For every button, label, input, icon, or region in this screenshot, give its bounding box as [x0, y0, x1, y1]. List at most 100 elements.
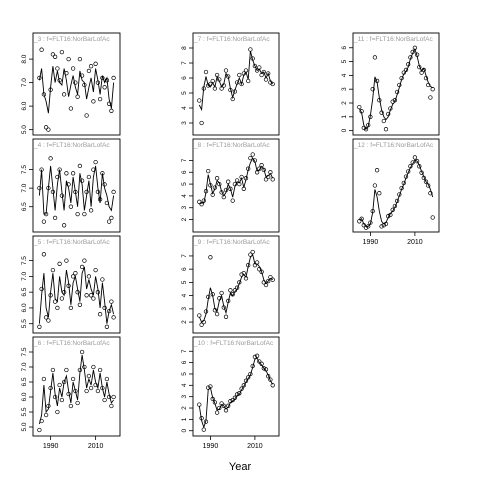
- panel-strip-label: _6 : f=FLT16:NorBarLofAc: [33, 340, 110, 347]
- observation-point: [201, 198, 206, 203]
- y-tick-label: 6: [181, 267, 188, 271]
- y-tick-label: 7.0: [21, 271, 28, 280]
- observation-point: [234, 80, 240, 85]
- y-tick-label: 1: [181, 417, 188, 421]
- observation-point: [270, 81, 275, 87]
- y-tick-label: 7.0: [21, 183, 28, 192]
- panel-4: _6 : f=FLT16:NorBarLofAc 5.0 5.5 6.0 6.5 7.0 7…: [21, 336, 121, 450]
- observation-point: [57, 78, 62, 83]
- panel-strip-label: _8 : f=FLT16:NorBarLofAc: [193, 142, 270, 149]
- observation-point: [93, 382, 98, 388]
- panel-strip-label: _4 : f=FLT16:NorBarLofAc: [33, 142, 110, 149]
- observation-point: [226, 403, 231, 408]
- y-tick-label: 0: [181, 429, 188, 433]
- observation-point: [95, 189, 101, 195]
- observation-point: [254, 353, 260, 358]
- observation-point: [68, 106, 74, 111]
- y-tick-label: 3: [181, 206, 188, 210]
- observation-point: [270, 383, 275, 388]
- observation-point: [414, 159, 420, 164]
- fitted-line: [358, 47, 433, 131]
- observation-point: [368, 114, 373, 119]
- observation-point: [61, 92, 67, 97]
- observation-point: [57, 261, 62, 266]
- observation-point: [388, 212, 393, 218]
- observation-point: [88, 385, 94, 391]
- observation-point: [111, 394, 116, 400]
- observation-point: [266, 278, 271, 284]
- x-tick-label: 2010: [247, 443, 263, 450]
- y-tick-label: 5: [181, 182, 188, 186]
- x-tick-label: 1990: [363, 239, 379, 246]
- y-tick-label: 3: [181, 121, 188, 125]
- observation-point: [390, 99, 395, 104]
- observation-point: [357, 104, 362, 110]
- panel-frame: [352, 138, 440, 233]
- observation-point: [102, 305, 107, 311]
- observation-point: [261, 69, 266, 75]
- observation-point: [97, 197, 103, 202]
- observation-point: [86, 68, 92, 74]
- observation-point: [226, 74, 231, 79]
- observation-point: [226, 298, 231, 304]
- observation-point: [268, 274, 273, 280]
- observation-point: [250, 249, 255, 255]
- observation-point: [246, 78, 251, 84]
- observation-point: [73, 271, 78, 276]
- panel-3: _5 : f=FLT16:NorBarLofAc 5.5 6.0 6.5 7.0 7.5: [21, 235, 121, 334]
- observation-point: [52, 394, 58, 400]
- observation-point: [383, 127, 389, 132]
- observation-point: [246, 375, 251, 380]
- fitted-line: [38, 354, 114, 425]
- observation-point: [43, 211, 49, 217]
- panel-frame: [192, 138, 280, 233]
- observation-point: [237, 280, 242, 285]
- observation-point: [237, 181, 242, 187]
- observation-point: [52, 299, 58, 304]
- observation-point: [261, 280, 266, 285]
- panel-strip-label: _10 : f=FLT16:NorBarLofAc: [193, 340, 274, 347]
- observation-point: [239, 272, 244, 277]
- observation-point: [423, 75, 429, 81]
- observation-point: [241, 71, 246, 76]
- observation-point: [248, 252, 253, 257]
- observation-point: [59, 397, 65, 403]
- observation-point: [399, 75, 404, 81]
- observation-point: [106, 308, 112, 314]
- observation-point: [77, 56, 83, 62]
- observation-point: [97, 96, 103, 102]
- observation-point: [106, 219, 112, 224]
- observation-point: [82, 82, 87, 88]
- observation-point: [257, 359, 262, 364]
- observation-point: [48, 385, 53, 391]
- fitted-line: [38, 66, 115, 114]
- observation-point: [199, 322, 204, 327]
- observation-point: [228, 399, 233, 404]
- observation-point: [57, 382, 62, 388]
- fitted-line: [198, 50, 274, 112]
- observation-point: [59, 193, 65, 198]
- observation-point: [414, 52, 420, 57]
- y-tick-label: 5.0: [21, 422, 28, 431]
- observation-point: [100, 277, 105, 282]
- observation-point: [100, 75, 105, 81]
- y-tick-label: 8.0: [21, 54, 28, 63]
- panel-strip-label: _5 : f=FLT16:NorBarLofAc: [33, 239, 110, 246]
- observation-point: [210, 192, 215, 197]
- observation-point: [392, 98, 398, 103]
- observation-point: [232, 395, 238, 400]
- observation-point: [84, 388, 89, 394]
- observation-point: [52, 54, 58, 59]
- observation-point: [370, 87, 375, 92]
- fitted-line: [199, 157, 274, 205]
- observation-point: [84, 293, 89, 298]
- observation-point: [95, 388, 101, 394]
- observation-point: [79, 349, 85, 355]
- observation-point: [203, 69, 209, 75]
- observation-point: [109, 215, 114, 221]
- observation-point: [246, 263, 251, 268]
- y-tick-label: 5: [181, 280, 188, 284]
- observation-point: [210, 292, 215, 297]
- observation-point: [221, 403, 226, 408]
- y-tick-label: 5: [181, 372, 188, 376]
